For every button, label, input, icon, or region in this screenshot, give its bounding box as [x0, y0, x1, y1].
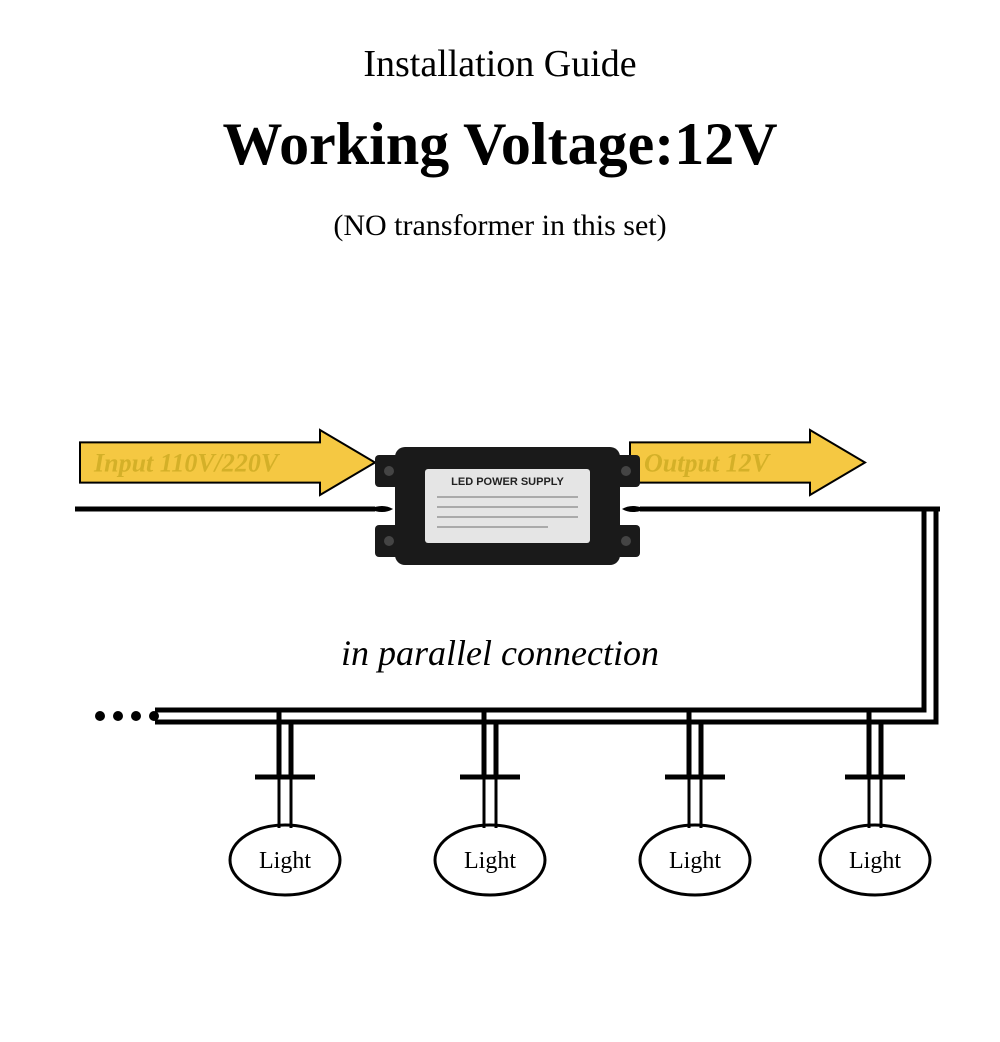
light-label: Light: [464, 848, 516, 874]
wiring-diagram: Input 110V/220V Output 12V LED POWER SUPPL…: [0, 42, 1000, 1042]
input-arrow-label: Input 110V/220V: [93, 449, 281, 478]
light-label: Light: [669, 848, 721, 874]
output-arrow-label: Output 12V: [644, 449, 772, 478]
continuation-dot: [95, 711, 105, 721]
continuation-dot: [149, 711, 159, 721]
light-label: Light: [849, 848, 901, 874]
light-label: Light: [259, 848, 311, 874]
psu-label: LED POWER SUPPLY: [451, 476, 564, 488]
continuation-dot: [113, 711, 123, 721]
continuation-dot: [131, 711, 141, 721]
